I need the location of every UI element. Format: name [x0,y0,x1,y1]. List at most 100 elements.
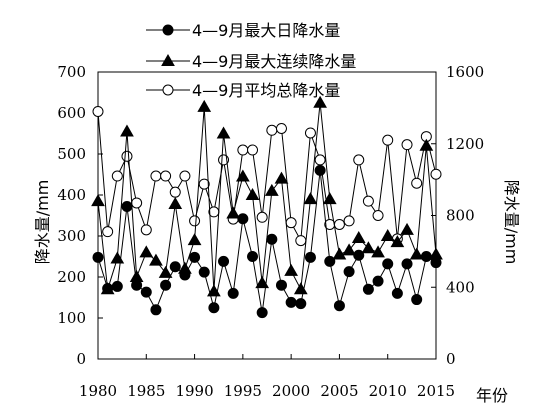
data-point [411,177,423,189]
data-point [322,192,337,205]
data-point [140,224,152,236]
legend-item: 4—9月最大日降水量 [146,21,340,40]
right-y-tick-label: 400 [446,278,475,296]
data-point [255,276,270,289]
data-point [111,280,123,292]
data-point [420,251,432,262]
data-point [198,178,210,190]
data-point [111,170,123,182]
data-point [304,251,316,263]
left-y-tick-label: 100 [57,309,86,327]
data-point [237,144,249,156]
data-point [264,183,279,196]
legend-item: 4—9月最大连续降水量 [146,52,356,71]
data-point [380,228,395,241]
data-point [295,298,307,310]
x-tick-label: 2015 [417,382,455,400]
x-tick-label: 2005 [320,382,358,400]
left-y-tick-label: 600 [57,104,86,122]
series-group [91,95,443,319]
data-point [351,231,366,244]
data-point [121,200,133,212]
data-point [391,287,403,299]
data-point [197,99,212,112]
data-point [208,302,220,314]
data-point [333,218,345,230]
right-y-tick-label: 0 [446,350,456,368]
left-y-tick-label: 700 [57,63,86,81]
axis-ticks: 0 100 200 300 400 500 600 700 0 400 800 1200 1600 198… [57,63,484,400]
legend-label: 4—9月最大连续降水量 [192,52,356,71]
legend-marker [162,84,174,96]
left-y-tick-label: 200 [57,268,86,286]
data-point [121,150,133,162]
data-point [160,279,172,291]
x-tick-label: 1980 [79,382,117,400]
legend-marker [161,53,175,66]
series-1 [92,164,442,319]
data-point [92,105,104,117]
data-point [266,124,278,136]
data-point [169,186,181,198]
data-point [361,241,376,254]
data-point [284,263,299,276]
left-y-tick-label: 500 [57,145,86,163]
data-point [131,197,143,209]
data-point [285,296,297,308]
legend-label: 4—9月最大日降水量 [192,21,340,40]
data-point [409,247,424,260]
data-point [227,287,239,299]
legend-marker [162,24,174,36]
data-point [179,269,191,281]
legend: 4—9月最大日降水量 4—9月最大连续降水量 4—9月平均总降水量 [146,21,356,100]
data-point [382,134,394,146]
data-point [353,154,365,166]
legend-label: 4—9月平均总降水量 [192,81,340,100]
data-point [400,222,414,235]
data-point [362,283,374,295]
right-axis-title: 降水量/mm [502,180,521,265]
data-point [332,247,347,260]
x-axis-title: 年份 [476,386,508,405]
data-point [237,213,249,225]
series-line [97,111,437,243]
data-point [235,169,250,182]
x-tick-label: 2010 [369,382,407,400]
data-point [430,168,442,180]
left-y-tick-label: 0 [76,350,86,368]
data-point [169,261,181,273]
data-point [198,266,210,278]
data-point [91,194,105,207]
data-point [372,275,384,287]
data-point [140,286,152,298]
data-point [216,126,231,139]
data-point [256,211,268,223]
right-y-tick-label: 1200 [446,135,484,153]
data-point [382,258,394,270]
data-point [275,279,287,291]
data-point [102,226,114,238]
series-3 [92,105,442,247]
data-point [314,164,326,176]
data-point [430,257,442,269]
data-point [313,95,327,108]
right-y-tick-label: 800 [446,207,475,225]
data-point [275,123,287,135]
data-point [343,266,355,278]
data-point [189,251,201,263]
data-point [160,170,172,182]
data-point [285,217,297,229]
data-point [371,245,385,258]
left-y-tick-label: 300 [57,227,86,245]
data-point [274,171,289,184]
data-point [149,253,163,266]
data-point [411,294,423,306]
x-tick-label: 1995 [224,382,262,400]
data-point [102,282,114,294]
data-point [158,265,173,278]
data-point [139,245,154,258]
data-point [401,258,413,270]
data-point [226,206,241,219]
